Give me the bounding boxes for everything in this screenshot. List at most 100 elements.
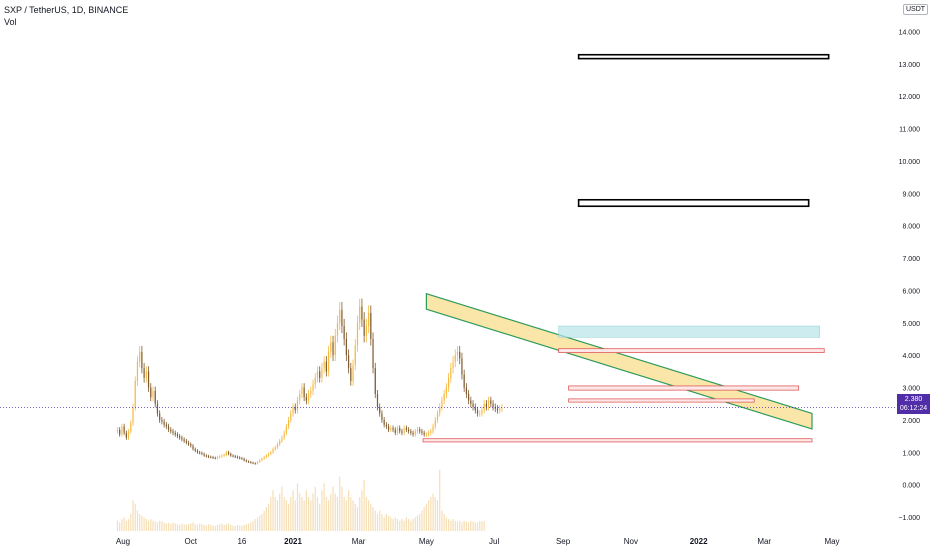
candle-body [239,457,241,459]
candle-body [223,454,225,456]
candle-body [292,406,294,414]
candle-body [287,419,290,427]
candle-body [201,452,203,454]
time-axis-background [0,531,897,550]
volume-bar [225,524,227,531]
candle-body [283,432,285,438]
time-axis[interactable]: Aug Oct 16 2021 Mar May Jul Sep Nov 2022 Mar May [0,531,897,550]
price-tick-label: 7.000 [902,256,920,263]
volume-bar [219,524,221,531]
volume-bar [303,500,305,531]
volume-bar [396,519,399,531]
volume-bar [247,523,250,531]
candle-body [476,410,479,414]
volume-bar [347,490,350,531]
red-level-rectangle[interactable] [568,385,800,391]
volume-bar [196,524,199,531]
price-tick-label: −1.000 [898,515,920,522]
volume-bar [136,510,139,531]
time-tick-label: Oct [185,537,198,546]
candle-body [383,419,385,425]
currency-badge[interactable]: USDT [903,4,929,15]
candle-body [461,358,463,375]
candle-body [130,423,132,432]
candle-body [414,431,416,435]
red-level-rectangle[interactable] [422,438,813,443]
candle-body [407,429,410,432]
candle-body [385,424,387,427]
price-tick-label: 4.000 [902,353,920,360]
volume-bar [472,521,474,531]
candle-body [272,449,274,453]
candle-body [143,368,145,378]
candle-body [430,431,432,433]
time-tick-label: Sep [556,537,571,546]
red-level-rectangle[interactable] [558,348,825,353]
drawing-layer[interactable] [422,53,830,443]
volume-bar [279,493,281,531]
candle-body [454,355,456,362]
candle-body [123,426,125,433]
candle-body [390,428,392,430]
volume-bar [205,525,207,531]
volume-bar [227,523,230,531]
volume-label[interactable]: Vol [4,17,17,27]
target-box[interactable] [577,198,810,208]
volume-bar [232,525,234,531]
volume-bar [407,519,410,531]
candle-body [125,432,127,438]
candle-body [232,455,234,457]
volume-bar [463,520,465,531]
candle-body [185,440,187,443]
volume-bar [245,524,247,531]
candle-body [139,351,141,362]
volume-bar [281,486,283,531]
volume-bar [125,520,127,531]
candle-body [307,394,310,401]
candle-body [259,460,261,463]
candle-body [267,453,270,456]
volume-bar [294,500,296,531]
candle-body [316,371,319,378]
candle-body [410,431,412,433]
volume-bar [465,521,467,531]
volume-bar [334,493,336,531]
volume-bar [296,483,299,531]
candle-body [256,462,259,464]
volume-bar [383,517,385,531]
candle-body [276,444,279,448]
volume-bar [250,522,252,531]
volume-bar [361,490,363,531]
target-box[interactable] [577,53,830,60]
candle-body [479,413,481,415]
red-level-rectangle[interactable] [568,398,755,403]
volume-bar [239,525,241,531]
candle-body [465,387,467,395]
symbol-title[interactable]: SXP / TetherUS, 1D, BINANCE [4,5,129,15]
candle-body [350,368,352,382]
candle-body [219,456,221,458]
price-axis[interactable]: 14.000 13.000 12.000 11.000 10.000 9.000 8.000… [897,0,932,550]
candle-body [214,457,216,459]
candle-body [347,355,350,369]
candle-body [394,429,396,433]
trend-channel[interactable] [425,292,813,430]
candle-body [314,377,316,385]
volume-bar [207,524,210,531]
candle-body [183,439,185,441]
candle-body [439,406,441,414]
cyan-zone-rectangle[interactable] [558,325,821,338]
volume-bar [201,524,203,531]
time-tick-label: Mar [352,537,366,546]
volume-bar [301,497,303,531]
candle-body [121,426,123,435]
price-tick-label: 0.000 [902,483,920,490]
volume-bar [147,520,150,531]
volume-bar [116,520,119,531]
candle-body [447,377,450,388]
time-tick-label: Aug [116,537,130,546]
volume-bar [319,503,321,531]
volume-bar [170,524,172,531]
